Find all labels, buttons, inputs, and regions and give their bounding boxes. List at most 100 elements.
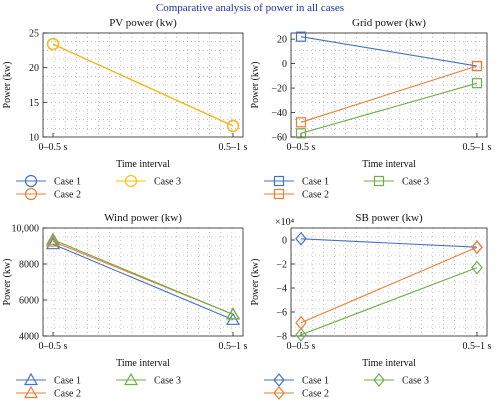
data-point-series-2 <box>295 117 307 128</box>
chart-title: Grid power (kw) <box>352 17 426 29</box>
y-tick-label: 10,000 <box>12 224 40 235</box>
y-axis-label: Power (kw) <box>2 259 13 306</box>
y-tick-label: 20 <box>277 35 287 46</box>
chart-panel-3: Wind power (kw) 4000 6000 8000 10,000 Power (… <box>2 212 248 400</box>
y-tick-label: 15 <box>29 98 39 109</box>
plot-frame <box>42 32 244 138</box>
series-line-3 <box>52 239 234 315</box>
y-tick-label: −2 <box>276 260 287 271</box>
y-tick-label: −20 <box>271 84 287 95</box>
legend-label: Case 1 <box>54 376 81 387</box>
legend-marker <box>273 175 285 187</box>
y-tick-label: 0 <box>282 59 287 70</box>
legend-item: Case 2 <box>16 187 81 201</box>
x-tick-label: 0–0.5 s <box>287 341 316 352</box>
legend-item: Case 3 <box>116 372 181 387</box>
plot-frame <box>290 227 488 337</box>
legend-item: Case 3 <box>116 174 181 188</box>
chart-title: SB power (kw) <box>355 212 423 224</box>
data-point-series-2 <box>471 240 483 255</box>
legend-item: Case 3 <box>364 373 429 387</box>
data-point-series-3 <box>471 260 483 275</box>
data-point-series-3 <box>471 78 483 89</box>
legend-label: Case 3 <box>402 177 429 188</box>
y-tick-label: −4 <box>276 284 287 295</box>
legend-marker <box>23 385 39 399</box>
x-axis-label: Time interval <box>362 358 416 369</box>
legend-item: Case 2 <box>264 386 329 400</box>
data-point-series-2 <box>471 60 483 72</box>
y-tick-label: −6 <box>276 308 287 319</box>
chart-title: PV power (kw) <box>109 17 177 29</box>
legend-marker <box>23 372 39 386</box>
legend-item: Case 1 <box>264 373 329 387</box>
series-line-3 <box>300 82 478 134</box>
data-point-series-3 <box>226 119 240 133</box>
legend-label: Case 3 <box>402 376 429 387</box>
series-line-3 <box>300 267 478 336</box>
legend-item: Case 1 <box>264 175 329 188</box>
y-tick-label: 0 <box>282 236 287 247</box>
legend-label: Case 2 <box>54 389 81 400</box>
legend-label: Case 1 <box>302 376 329 387</box>
data-point-series-3 <box>45 232 61 245</box>
legend-label: Case 1 <box>302 177 329 188</box>
legend-label: Case 3 <box>154 376 181 387</box>
series-line-1 <box>52 243 234 321</box>
figure-title: Comparative analysis of power in all cas… <box>155 2 345 14</box>
y-tick-label: −8 <box>276 332 287 343</box>
legend-marker <box>273 373 285 387</box>
data-point-series-3 <box>46 37 60 51</box>
legend-item: Case 3 <box>364 175 429 188</box>
y-tick-label: 25 <box>29 29 39 40</box>
data-point-series-1 <box>295 231 307 246</box>
legend-label: Case 1 <box>54 177 81 188</box>
series-line-3 <box>52 43 234 127</box>
y-axis-label: Power (kw) <box>250 259 261 306</box>
legend-marker <box>373 175 385 187</box>
x-tick-label: 0.5–1 s <box>219 341 248 352</box>
legend-marker <box>24 187 38 201</box>
y-axis-exponent: ×10⁴ <box>275 217 295 228</box>
series-line-2 <box>300 246 478 324</box>
chart-panel-2: Grid power (kw) −60 −40 −20 0 20 Power (kw) 0–0… <box>250 17 492 201</box>
series-line-1 <box>300 36 478 67</box>
y-axis-label: Power (kw) <box>2 62 13 109</box>
y-tick-label: −60 <box>271 133 287 144</box>
legend-marker <box>124 174 138 188</box>
y-tick-label: 8000 <box>19 260 39 271</box>
data-point-series-3 <box>295 128 307 139</box>
legend-item: Case 2 <box>16 385 81 400</box>
plot-frame <box>290 32 488 138</box>
series-line-1 <box>300 238 478 248</box>
x-axis-label: Time interval <box>116 159 170 170</box>
x-tick-label: 0–0.5 s <box>287 142 316 153</box>
x-axis-label: Time interval <box>362 159 416 170</box>
x-tick-label: 0–0.5 s <box>39 341 68 352</box>
legend-item: Case 1 <box>16 372 81 387</box>
legend-marker <box>273 386 285 400</box>
y-tick-label: −40 <box>271 108 287 119</box>
legend-marker <box>123 372 139 386</box>
legend-label: Case 2 <box>302 190 329 201</box>
data-point-series-3 <box>295 327 307 342</box>
legend-marker <box>24 174 38 188</box>
chart-panel-1: PV power (kw) 10 15 20 25 Power (kw) 0–0.5 s 0.… <box>2 17 248 201</box>
data-point-series-1 <box>295 31 307 42</box>
legend-label: Case 3 <box>154 177 181 188</box>
legend-item: Case 2 <box>264 188 329 201</box>
x-tick-label: 0.5–1 s <box>463 142 492 153</box>
y-axis-label: Power (kw) <box>250 62 261 109</box>
y-tick-label: 4000 <box>19 332 39 343</box>
plot-frame <box>42 227 244 337</box>
legend-marker <box>273 188 285 200</box>
x-tick-label: 0.5–1 s <box>219 142 248 153</box>
data-point-series-3 <box>225 307 241 320</box>
y-tick-label: 6000 <box>19 296 39 307</box>
legend-marker <box>373 373 385 387</box>
data-point-series-1 <box>45 236 61 250</box>
legend-label: Case 2 <box>54 190 81 201</box>
x-tick-label: 0–0.5 s <box>39 142 68 153</box>
series-line-2 <box>300 65 478 123</box>
